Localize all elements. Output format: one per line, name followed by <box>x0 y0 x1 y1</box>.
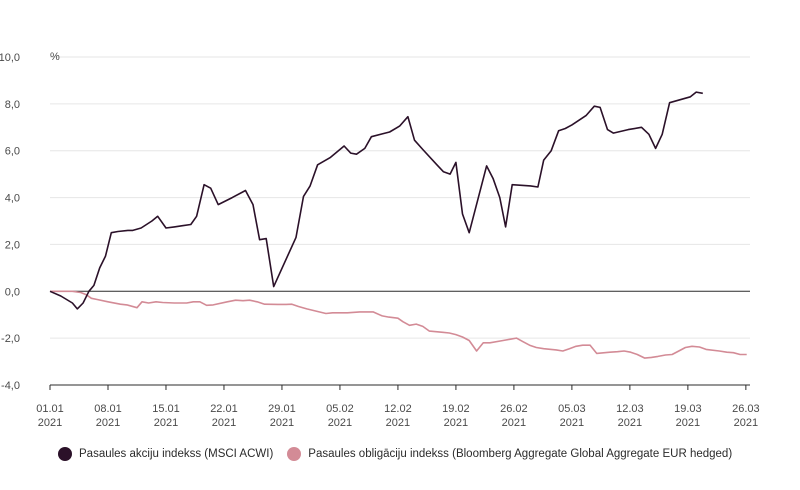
x-tick-label: 26.03 <box>732 403 760 415</box>
x-tick-year: 2021 <box>386 417 410 429</box>
x-tick-label: 08.01 <box>94 403 122 415</box>
y-tick-label: 0,0 <box>5 286 20 298</box>
x-tick-year: 2021 <box>676 417 700 429</box>
x-tick-label: 26.02 <box>500 403 528 415</box>
y-axis: 10,0 8,0 6,0 4,0 2,0 0,0 -2,0 -4,0 <box>0 52 20 392</box>
series-line-bonds <box>50 290 747 359</box>
line-chart: 10,0 8,0 6,0 4,0 2,0 0,0 -2,0 -4,0 01.01 2021 08.… <box>0 51 760 429</box>
y-tick-label: 10,0 <box>0 52 20 64</box>
legend-item-equity: Pasaules akciju indekss (MSCI ACWI) <box>58 447 273 461</box>
x-tick-label: 05.03 <box>558 403 586 415</box>
x-tick-label: 12.03 <box>616 403 644 415</box>
legend-marker-equity <box>58 447 72 461</box>
x-tick-label: 12.02 <box>384 403 412 415</box>
x-tick-label: 22.01 <box>210 403 238 415</box>
x-tick-year: 2021 <box>38 417 62 429</box>
y-tick-label: 8,0 <box>5 99 20 111</box>
legend-label-equity: Pasaules akciju indekss (MSCI ACWI) <box>79 448 274 460</box>
x-tick-label: 19.02 <box>442 403 470 415</box>
x-tick-year: 2021 <box>212 417 236 429</box>
legend: Pasaules akciju indekss (MSCI ACWI) Pasa… <box>58 447 732 461</box>
y-tick-label: 2,0 <box>5 239 20 251</box>
y-unit-label: % <box>50 51 60 63</box>
x-tick-label: 05.02 <box>326 403 354 415</box>
x-tick-year: 2021 <box>618 417 642 429</box>
legend-label-bonds: Pasaules obligāciju indekss (Bloomberg A… <box>308 448 733 460</box>
x-tick-label: 15.01 <box>152 403 180 415</box>
series-lines <box>49 91 747 359</box>
series-line-equity <box>49 91 703 310</box>
legend-item-bonds: Pasaules obligāciju indekss (Bloomberg A… <box>287 447 732 461</box>
x-tick-year: 2021 <box>96 417 120 429</box>
grid <box>50 56 750 386</box>
legend-marker-bonds <box>287 447 302 461</box>
x-tick-year: 2021 <box>270 417 294 429</box>
x-tick-year: 2021 <box>328 417 352 429</box>
x-tick-label: 19.03 <box>674 403 702 415</box>
x-tick-year: 2021 <box>444 417 468 429</box>
x-tick-year: 2021 <box>154 417 178 429</box>
x-axis: 01.01 2021 08.01 2021 15.01 2021 22.01 2021 29.0… <box>36 384 760 429</box>
y-tick-label: 4,0 <box>5 193 20 205</box>
x-tick-label: 01.01 <box>36 403 64 415</box>
x-tick-label: 29.01 <box>268 403 296 415</box>
y-tick-label: -4,0 <box>1 380 20 392</box>
x-tick-year: 2021 <box>560 417 584 429</box>
y-tick-label: 6,0 <box>5 146 20 158</box>
x-tick-year: 2021 <box>502 417 526 429</box>
x-tick-year: 2021 <box>734 417 758 429</box>
y-tick-label: -2,0 <box>1 333 20 345</box>
